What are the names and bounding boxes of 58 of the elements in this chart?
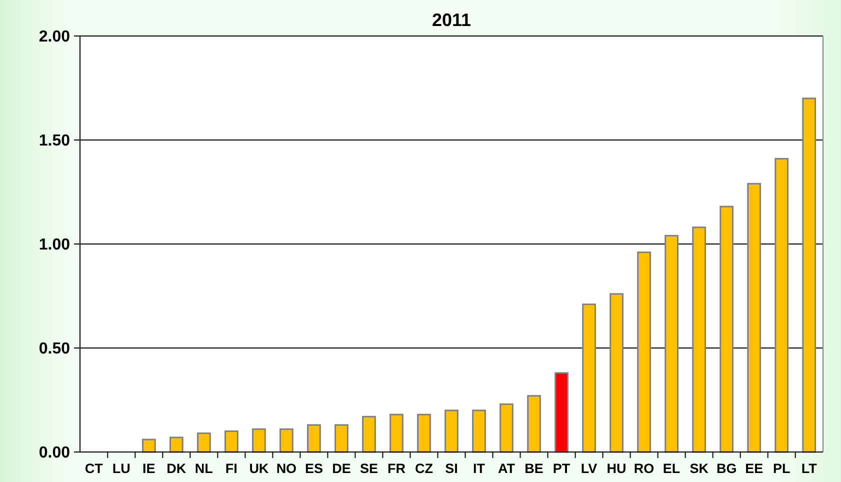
bar	[500, 403, 514, 453]
x-tick-label: FI	[225, 461, 238, 476]
x-tick-label: LT	[801, 461, 818, 476]
x-tick-label: IE	[142, 461, 156, 476]
x-tick-label: ES	[304, 461, 323, 476]
x-tick-label: SK	[690, 461, 709, 476]
y-tick-label: 2.00	[38, 28, 70, 46]
bar	[774, 158, 789, 453]
bar	[362, 416, 376, 453]
bar	[390, 414, 404, 453]
bar	[224, 430, 238, 453]
bar	[802, 98, 816, 453]
x-tick-label: RO	[634, 461, 654, 476]
x-tick-label: NL	[194, 461, 213, 476]
x-tick-label: BE	[524, 461, 544, 476]
bar	[252, 428, 266, 453]
bar	[280, 428, 294, 453]
x-tick-label: LV	[580, 461, 598, 476]
bar	[527, 395, 541, 453]
x-tick-label: EE	[745, 461, 764, 476]
x-tick-label: NO	[276, 461, 297, 476]
bar	[692, 226, 706, 453]
bar	[664, 234, 679, 453]
bar	[637, 252, 651, 453]
y-tick-label: 1.50	[38, 132, 70, 150]
bar	[142, 438, 156, 453]
x-tick-label: SE	[360, 461, 378, 476]
x-tick-label: IT	[473, 461, 486, 476]
x-tick-label: PL	[772, 461, 790, 476]
x-tick-label: HU	[606, 461, 626, 476]
bar	[334, 424, 348, 453]
bar	[582, 304, 596, 453]
bar	[610, 293, 624, 453]
bar	[472, 410, 486, 453]
x-tick-label: BG	[716, 461, 737, 476]
y-tick-label: 0.50	[38, 340, 70, 358]
y-tick-label: 0.00	[38, 444, 70, 462]
x-tick-label: SI	[445, 461, 458, 476]
chart-title: 2011	[432, 10, 472, 30]
x-tick-label: DK	[166, 461, 186, 476]
x-tick-label: UK	[249, 461, 269, 476]
x-tick-label: DE	[332, 461, 351, 476]
x-tick-label: FR	[387, 461, 406, 476]
y-tick-label: 1.00	[38, 236, 70, 254]
bar	[720, 206, 734, 453]
x-tick-label: LU	[112, 461, 130, 476]
bar	[747, 182, 762, 453]
x-tick-label: AT	[498, 461, 516, 476]
x-tick-label: CZ	[414, 461, 433, 476]
x-tick-label: CT	[84, 461, 104, 476]
bar	[444, 410, 458, 453]
bar	[307, 424, 321, 453]
bar	[417, 414, 431, 453]
bar	[196, 432, 211, 453]
bar	[169, 436, 184, 453]
x-tick-label: EL	[662, 461, 680, 476]
bar	[554, 372, 568, 453]
x-tick-label: PT	[552, 461, 571, 476]
